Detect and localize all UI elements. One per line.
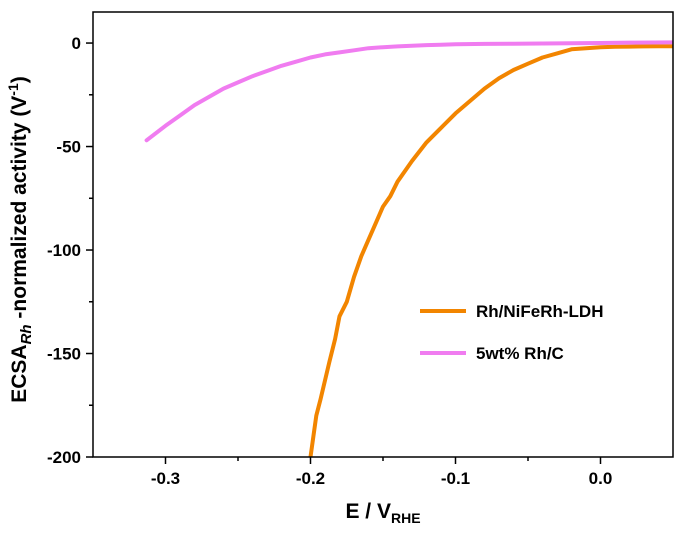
x-tick-label: 0.0: [589, 469, 613, 488]
series-layer: [144, 40, 673, 457]
plot-frame: [92, 11, 674, 458]
x-tick-label: -0.3: [151, 469, 180, 488]
ticks-layer: -0.3 -0.2 -0.1 0.0 0 -50 -100 -150 -200: [47, 34, 612, 488]
y-axis-title-suffix: ): [8, 76, 31, 83]
y-tick-label: -100: [47, 241, 81, 260]
y-tick-label: 0: [72, 34, 81, 53]
y-axis-title-prefix: ECSA: [8, 344, 31, 402]
y-axis-title-sup: -1: [5, 83, 21, 96]
legend-label-1: Rh/NiFeRh-LDH: [476, 302, 603, 321]
legend-label-2: 5wt% Rh/C: [476, 344, 564, 363]
y-tick-label: -200: [47, 448, 81, 467]
x-axis-title-sub: RHE: [391, 510, 421, 526]
y-tick-label: -50: [56, 138, 81, 157]
series-line-1: [308, 44, 673, 457]
y-axis-title-middle: -normalized activity (V: [8, 96, 31, 325]
y-axis-title-sub: Rh: [18, 324, 35, 344]
series-line-2: [144, 40, 673, 143]
legend: Rh/NiFeRh-LDH 5wt% Rh/C: [420, 302, 603, 363]
x-axis-title: E / VRHE: [345, 500, 420, 526]
y-tick-label: -150: [47, 345, 81, 364]
y-axis-title: ECSARh -normalized activity (V-1): [5, 76, 35, 403]
x-tick-label: -0.2: [296, 469, 325, 488]
x-axis-title-main: E / V: [345, 500, 391, 523]
x-tick-label: -0.1: [441, 469, 470, 488]
